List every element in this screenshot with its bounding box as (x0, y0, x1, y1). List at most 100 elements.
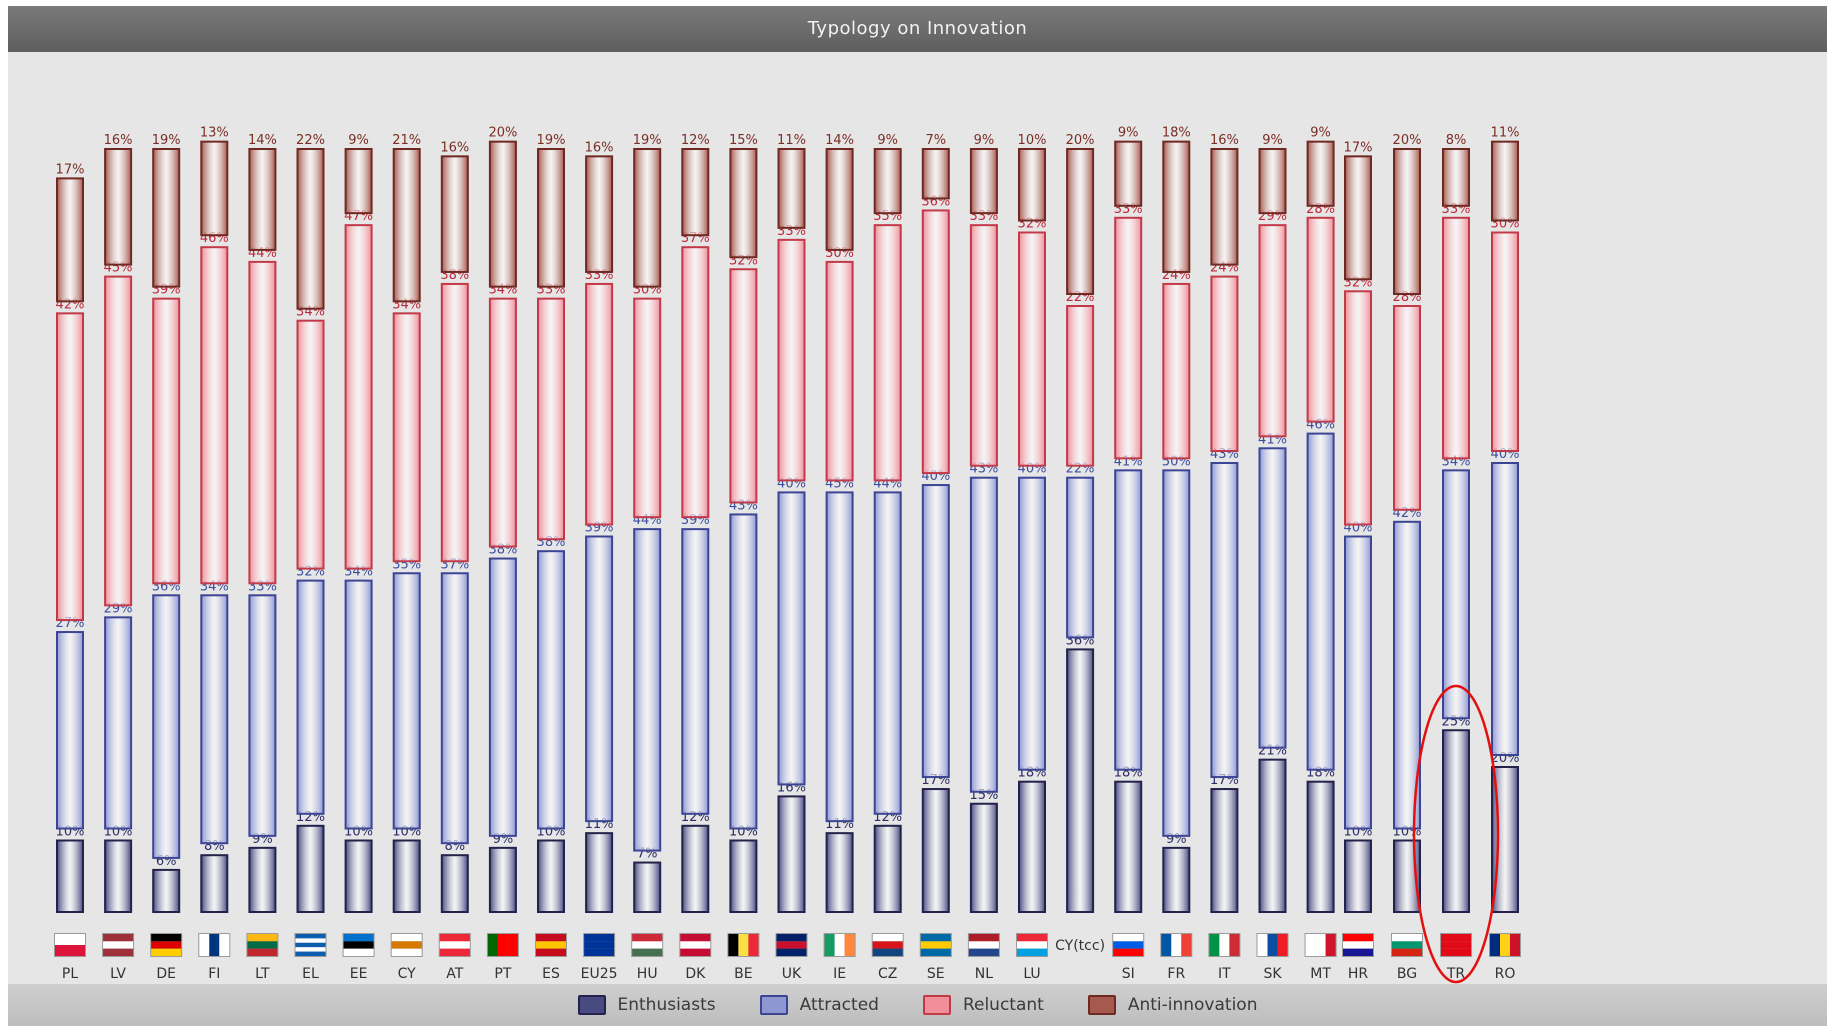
bar-reluctant-nl (969, 224, 998, 467)
value-label: 9% (877, 133, 898, 148)
flag-uk-icon (775, 933, 808, 957)
category-label: RO (1495, 966, 1516, 982)
bar-enthusiasts-el (296, 824, 325, 913)
flag-mt-icon (1304, 933, 1337, 957)
legend-label: Anti-innovation (1127, 995, 1258, 1015)
bar-enthusiasts-pt (488, 846, 517, 913)
bar-reluctant-tr (1442, 216, 1470, 460)
value-label: 14% (248, 133, 277, 148)
legend-swatch (1087, 995, 1116, 1015)
bar-group-ee: 10%34%47%9%EE (342, 133, 375, 982)
bar-attracted-si (1114, 469, 1143, 771)
bar-anti-innovation-es (537, 148, 565, 288)
category-label: IE (833, 966, 846, 982)
bar-reluctant-pl (56, 312, 84, 622)
category-label: HR (1348, 966, 1369, 982)
bar-attracted-ie (825, 491, 854, 823)
bar-group-tr: 25%34%33%8%TR (1440, 133, 1472, 982)
bar-attracted-lv (104, 616, 133, 830)
bar-group-nl: 15%43%33%9%NL (967, 133, 1000, 982)
bar-attracted-nl (969, 476, 998, 793)
bar-group-fr: 9%50%24%18%FR (1160, 126, 1193, 982)
bar-reluctant-at (440, 282, 469, 563)
category-label: LU (1023, 966, 1040, 982)
bar-reluctant-lv (104, 275, 133, 607)
bar-attracted-hu (633, 528, 662, 852)
flag-tr-icon (1440, 933, 1472, 957)
bar-reluctant-se (921, 209, 950, 475)
bar-enthusiasts-mt (1306, 780, 1335, 914)
bar-group-hu: 7%44%30%19%HU (631, 133, 664, 982)
bar-enthusiasts-es (537, 839, 565, 913)
flag-de-icon (150, 933, 183, 957)
bar-group-el: 12%32%34%22%EL (294, 133, 327, 982)
category-label: NL (975, 966, 993, 982)
flag-hu-icon (631, 933, 664, 957)
bar-attracted-es (537, 550, 565, 830)
bar-attracted-el (296, 579, 325, 815)
bar-attracted-tr (1442, 469, 1470, 720)
value-label: 13% (200, 126, 229, 141)
category-label: PL (62, 966, 78, 982)
bar-group-hr: 10%40%32%17%HR (1342, 140, 1374, 982)
category-label: CY (398, 966, 417, 982)
value-label: 10% (1018, 133, 1047, 148)
category-label: HU (637, 966, 658, 982)
bar-enthusiasts-fr (1162, 846, 1191, 913)
bar-anti-innovation-eu25 (585, 155, 614, 273)
flag-el-icon (294, 933, 327, 957)
bar-group-ro: 20%40%30%11%RO (1489, 126, 1521, 982)
bar-attracted-lt (248, 594, 277, 837)
bar-group-at: 8%37%38%16%AT (438, 140, 471, 982)
bar-anti-innovation-hr (1344, 155, 1372, 281)
bar-anti-innovation-it (1210, 148, 1239, 266)
bar-anti-innovation-cytcc (1066, 148, 1095, 295)
bar-reluctant-ie (825, 260, 854, 482)
bar-group-cy: 10%35%34%21%CY (390, 133, 423, 982)
bar-anti-innovation-mt (1306, 140, 1335, 207)
category-label: BG (1397, 966, 1417, 982)
bar-attracted-de (152, 594, 181, 859)
value-label: 19% (152, 133, 181, 148)
legend-item-reluctant: Reluctant (922, 995, 1044, 1015)
category-label: EU25 (581, 966, 618, 982)
category-label: CY(tcc) (1055, 938, 1105, 954)
bar-anti-innovation-cy (392, 148, 421, 303)
value-label: 8% (1446, 133, 1467, 148)
bar-enthusiasts-lt (248, 846, 277, 913)
bar-anti-innovation-uk (777, 148, 806, 229)
bar-reluctant-fr (1162, 282, 1191, 460)
bar-reluctant-mt (1306, 216, 1335, 423)
bar-group-lu: 18%40%32%10%LU (1016, 133, 1048, 982)
bar-attracted-fi (200, 594, 229, 845)
bar-attracted-se (921, 484, 950, 779)
category-label: CZ (878, 966, 897, 982)
bar-group-de: 6%36%39%19%DE (150, 133, 183, 982)
bar-attracted-pt (488, 557, 517, 837)
bar-reluctant-cytcc (1066, 305, 1095, 467)
bar-reluctant-pt (488, 297, 517, 548)
bar-enthusiasts-ee (344, 839, 373, 913)
bar-anti-innovation-pl (56, 177, 84, 303)
category-label: DE (156, 966, 176, 982)
bar-enthusiasts-nl (969, 802, 998, 913)
legend-swatch (577, 995, 606, 1015)
flag-ie-icon (823, 933, 856, 957)
flag-be-icon (727, 933, 760, 957)
bar-enthusiasts-lv (104, 839, 133, 913)
bar-reluctant-hu (633, 297, 662, 519)
bar-group-es: 10%38%33%19%ES (535, 133, 567, 982)
flag-lv-icon (102, 933, 135, 957)
bar-attracted-dk (681, 528, 710, 815)
value-label: 9% (1118, 126, 1139, 141)
bar-enthusiasts-dk (681, 824, 710, 913)
category-label: SK (1263, 966, 1282, 982)
bar-attracted-uk (777, 491, 806, 786)
bar-reluctant-uk (777, 238, 806, 482)
bar-anti-innovation-ee (344, 148, 373, 215)
bar-reluctant-de (152, 297, 181, 585)
flag-cz-icon (871, 933, 904, 957)
category-label: IT (1218, 966, 1231, 982)
flag-sk-icon (1256, 933, 1289, 957)
category-label: EE (350, 966, 368, 982)
